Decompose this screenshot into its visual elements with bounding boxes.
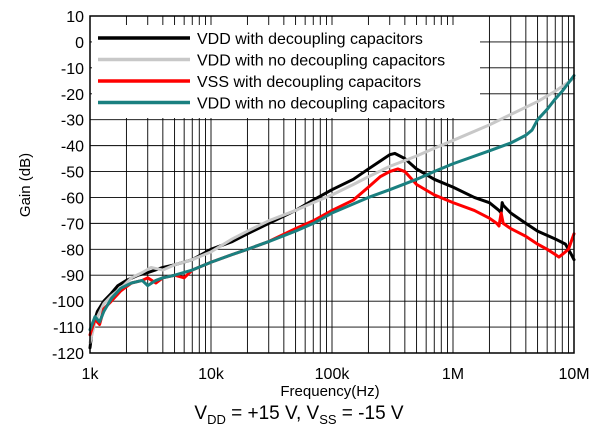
caption-middle: = +15 V, V bbox=[225, 403, 320, 424]
x-tick-labels: 1k 10k 100k 1M 10M bbox=[82, 366, 590, 383]
x-tick-label: 1M bbox=[442, 366, 464, 383]
caption-v1: V bbox=[194, 403, 208, 424]
y-tick-label: -80 bbox=[61, 242, 84, 259]
y-tick-label: -20 bbox=[61, 87, 84, 104]
legend: VDD with decoupling capacitors VDD with n… bbox=[92, 25, 480, 118]
legend-label-4: VDD with no decoupling capacitors bbox=[197, 96, 445, 113]
y-tick-label: -50 bbox=[61, 165, 84, 182]
series-line-2 bbox=[88, 76, 576, 345]
y-tick-label: 0 bbox=[75, 35, 84, 52]
caption-v1-subscript: DD bbox=[207, 411, 226, 427]
y-tick-label: -90 bbox=[61, 268, 84, 285]
caption-v2-subscript: SS bbox=[319, 411, 337, 427]
y-tick-label: -10 bbox=[61, 61, 84, 78]
y-tick-label: -120 bbox=[52, 346, 84, 363]
y-tick-labels: 10 0 -10 -20 -30 -40 -50 -60 -70 -80 -90 -100 -110 -1… bbox=[52, 9, 84, 363]
series-line-4 bbox=[88, 74, 576, 332]
y-tick-label: -100 bbox=[52, 294, 84, 311]
x-axis-label: Frequency(Hz) bbox=[280, 383, 379, 400]
y-tick-label: -110 bbox=[53, 320, 84, 337]
caption-tail: = -15 V bbox=[336, 403, 404, 424]
legend-label-3: VSS with decoupling capacitors bbox=[197, 74, 421, 91]
series-lines bbox=[88, 74, 576, 350]
plot-border bbox=[89, 15, 575, 354]
x-tick-label: 100k bbox=[315, 366, 351, 383]
series-line-3 bbox=[88, 167, 576, 337]
gain-vs-frequency-chart: 10 0 -10 -20 -30 -40 -50 -60 -70 -80 -90 -100 -110 -1… bbox=[17, 9, 590, 400]
x-tick-label: 1k bbox=[82, 366, 100, 383]
x-tick-label: 10M bbox=[558, 366, 589, 383]
x-tick-label: 10k bbox=[198, 366, 225, 383]
y-axis-label: Gain (dB) bbox=[17, 153, 34, 217]
y-tick-label: 10 bbox=[66, 9, 84, 26]
legend-label-2: VDD with no decoupling capacitors bbox=[197, 53, 445, 70]
y-tick-label: -60 bbox=[61, 190, 84, 207]
y-tick-label: -40 bbox=[61, 139, 84, 156]
y-tick-label: -70 bbox=[61, 216, 84, 233]
chart-caption: VDD = +15 V, VSS = -15 V bbox=[0, 403, 598, 427]
y-tick-label: -30 bbox=[61, 113, 84, 130]
plot-frame bbox=[89, 15, 575, 354]
legend-label-1: VDD with decoupling capacitors bbox=[197, 31, 423, 48]
